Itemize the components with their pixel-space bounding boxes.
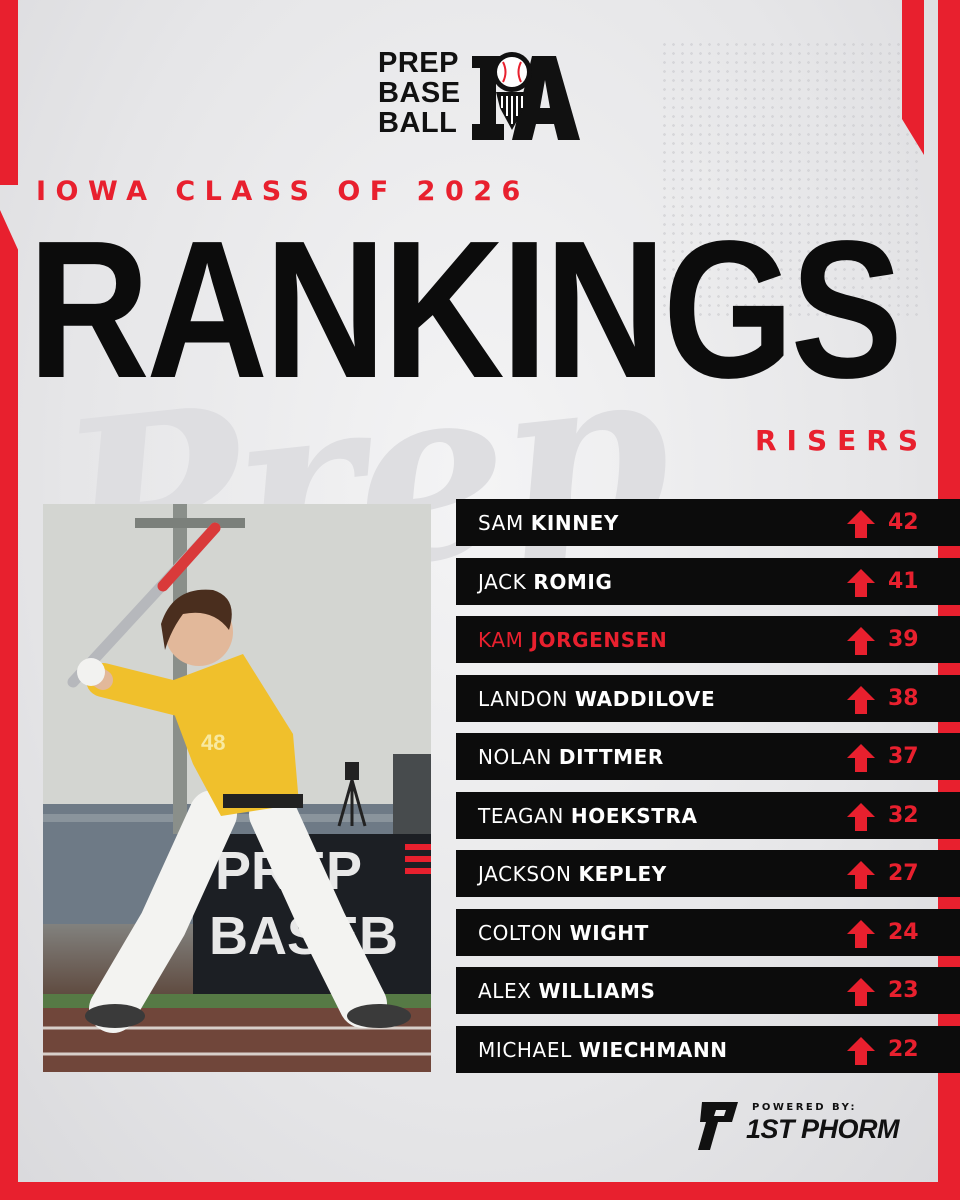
- page-subtitle: IOWA CLASS OF 2026: [36, 176, 530, 207]
- dot-pattern: [660, 40, 920, 320]
- player-first-name: JACKSON: [478, 862, 572, 886]
- logo-line: BASE: [378, 77, 461, 109]
- logo-line: BALL: [378, 107, 458, 139]
- player-last-name: KEPLEY: [578, 862, 667, 886]
- 1st-phorm-logo-icon: [698, 1102, 738, 1150]
- bottom-accent-bar: [0, 1182, 960, 1200]
- player-rank: 41: [888, 568, 919, 594]
- player-rank: 24: [888, 919, 919, 945]
- player-name: JACKSON KEPLEY: [478, 862, 667, 886]
- player-rank: 37: [888, 744, 919, 769]
- ranking-row: COLTON WIGHT 24: [456, 908, 960, 956]
- player-photo: PREP BASEB 48: [43, 504, 431, 1072]
- player-rank: 23: [888, 978, 919, 1003]
- player-last-name: WILLIAMS: [538, 979, 656, 1003]
- sponsor-name: 1ST PHORM: [746, 1114, 900, 1144]
- player-rank: 22: [888, 1036, 919, 1062]
- player-last-name: DITTMER: [558, 745, 664, 769]
- up-arrow-icon: [847, 802, 875, 831]
- prep-baseball-logo: PREP BASE BALL IA: [378, 48, 583, 144]
- player-first-name: ALEX: [478, 979, 532, 1003]
- rankings-list: SAM KINNEY 42 JACK ROMIG 41 KAM JORGENSEN 39 L…: [456, 499, 960, 1084]
- player-name: SAM KINNEY: [478, 511, 619, 535]
- logo-line: PREP: [378, 47, 459, 79]
- player-name: ALEX WILLIAMS: [478, 979, 656, 1003]
- left-accent-bar: [0, 210, 18, 1200]
- up-arrow-icon: [847, 627, 875, 655]
- player-name: COLTON WIGHT: [478, 921, 649, 945]
- player-first-name: JACK: [478, 569, 527, 594]
- player-first-name: TEAGAN: [478, 803, 564, 828]
- player-rank: 32: [888, 802, 919, 828]
- right-accent-bar-outer: [938, 0, 960, 175]
- ranking-row: KAM JORGENSEN 39: [456, 616, 960, 663]
- right-accent-bar-inner: [902, 0, 924, 95]
- powered-by-label: POWERED BY:: [752, 1102, 857, 1113]
- section-label: RISERS: [755, 424, 928, 457]
- jersey-number: 48: [201, 730, 225, 755]
- player-first-name: LANDON: [478, 686, 568, 711]
- player-rank: 42: [888, 510, 919, 535]
- ranking-row: SAM KINNEY 42: [456, 499, 960, 546]
- left-accent-bar-top: [0, 0, 18, 185]
- up-arrow-icon: [847, 568, 875, 597]
- page-title: RANKINGS: [28, 200, 903, 419]
- player-last-name: KINNEY: [530, 511, 619, 535]
- player-name: MICHAEL WIECHMANN: [478, 1038, 728, 1062]
- player-first-name: COLTON: [478, 920, 563, 945]
- ranking-row: JACKSON KEPLEY 27: [456, 850, 960, 897]
- player-first-name: NOLAN: [478, 745, 552, 769]
- up-arrow-icon: [847, 978, 875, 1006]
- player-name: NOLAN DITTMER: [478, 745, 664, 769]
- up-arrow-icon: [847, 919, 875, 948]
- up-arrow-icon: [847, 1036, 875, 1065]
- player-last-name: HOEKSTRA: [570, 803, 698, 828]
- player-name: LANDON WADDILOVE: [478, 687, 715, 711]
- ranking-row: NOLAN DITTMER 37: [456, 733, 960, 780]
- player-last-name: WADDILOVE: [574, 686, 716, 711]
- ranking-row: LANDON WADDILOVE 38: [456, 674, 960, 722]
- player-last-name: WIGHT: [569, 920, 649, 945]
- ranking-row: MICHAEL WIECHMANN 22: [456, 1025, 960, 1073]
- baseball-helmet-icon: [472, 52, 580, 140]
- up-arrow-icon: [847, 510, 875, 538]
- ranking-row: TEAGAN HOEKSTRA 32: [456, 791, 960, 839]
- batter-illustration: PREP BASEB 48: [43, 504, 431, 1072]
- player-first-name: KAM: [478, 628, 524, 652]
- player-first-name: MICHAEL: [478, 1037, 572, 1062]
- player-last-name: JORGENSEN: [530, 628, 668, 652]
- ranking-row: JACK ROMIG 41: [456, 557, 960, 605]
- player-name: KAM JORGENSEN: [478, 628, 667, 652]
- up-arrow-icon: [847, 861, 875, 889]
- player-last-name: WIECHMANN: [578, 1037, 728, 1062]
- player-rank: 38: [888, 685, 919, 711]
- player-name: TEAGAN HOEKSTRA: [478, 804, 698, 828]
- logo-wordmark: PREP BASE BALL: [378, 48, 461, 138]
- player-last-name: ROMIG: [533, 569, 613, 594]
- sponsor-block: POWERED BY: 1ST PHORM: [696, 1100, 926, 1156]
- player-first-name: SAM: [478, 511, 524, 535]
- ranking-row: ALEX WILLIAMS 23: [456, 967, 960, 1014]
- up-arrow-icon: [847, 744, 875, 772]
- player-rank: 39: [888, 627, 919, 652]
- player-name: JACK ROMIG: [478, 570, 613, 594]
- player-rank: 27: [888, 861, 919, 886]
- up-arrow-icon: [847, 685, 875, 714]
